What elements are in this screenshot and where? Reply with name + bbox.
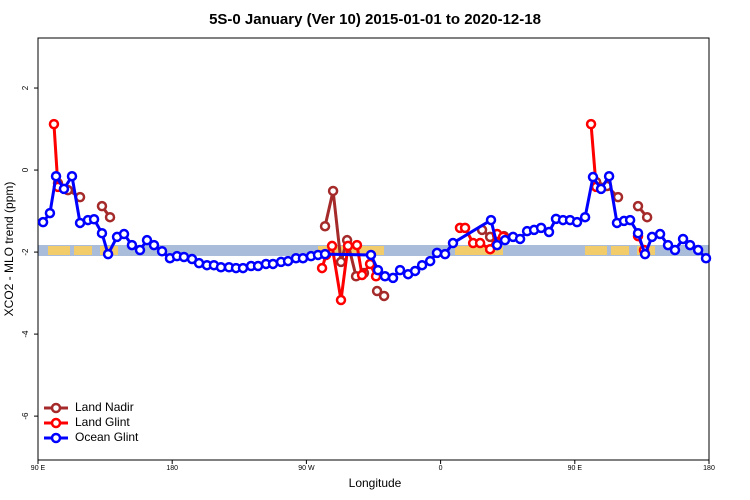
point [639, 248, 651, 260]
legend-marker [50, 432, 62, 444]
x-tick-label: 90 E [568, 465, 583, 472]
point [684, 239, 696, 251]
legend-label: Land Glint [75, 415, 130, 429]
plot-frame [37, 37, 710, 461]
point [612, 191, 624, 203]
point [692, 244, 704, 256]
point [372, 264, 384, 276]
point [677, 233, 689, 245]
point [156, 246, 168, 257]
point [118, 228, 130, 240]
point [365, 249, 377, 261]
x-tick-label: 90 W [298, 465, 315, 472]
point [335, 256, 347, 268]
point [571, 216, 583, 228]
x-tick-label: 90 E [31, 465, 46, 472]
point [387, 272, 399, 284]
point [491, 239, 503, 251]
point [356, 269, 368, 281]
point [48, 118, 60, 130]
point [50, 170, 62, 182]
point [351, 239, 363, 251]
legend-label: Land Nadir [75, 400, 134, 414]
x-axis-label: Longitude [349, 476, 402, 490]
point [535, 222, 547, 234]
x-tick-label: 180 [166, 465, 178, 472]
series-line [41, 172, 708, 280]
point [474, 237, 486, 249]
point [394, 264, 406, 276]
point [66, 170, 78, 182]
point [579, 211, 591, 223]
point [126, 239, 138, 251]
y-tick-label: -4 [21, 330, 30, 338]
point [669, 244, 681, 256]
point [654, 228, 666, 240]
point [646, 231, 658, 243]
point [641, 211, 653, 223]
point [543, 226, 555, 238]
point [237, 262, 249, 274]
point [37, 216, 49, 228]
point [316, 262, 328, 274]
point [514, 233, 526, 245]
point [178, 251, 190, 263]
legend-marker [50, 402, 62, 414]
point [499, 234, 511, 246]
point [409, 265, 421, 277]
point [447, 237, 459, 249]
point [96, 227, 108, 239]
point [624, 214, 636, 226]
point [104, 211, 116, 223]
y-tick-label: 2 [21, 85, 30, 90]
point [58, 183, 70, 195]
point [379, 271, 391, 282]
point [267, 258, 279, 270]
point [134, 244, 146, 256]
y-axis-label: XCO2 - MLO trend (ppm) [2, 182, 16, 317]
point [148, 239, 160, 251]
y-tick-label: -2 [21, 248, 30, 256]
point [439, 248, 451, 260]
point [416, 259, 428, 271]
point [327, 185, 339, 197]
point [700, 252, 712, 264]
point [326, 240, 338, 252]
point [378, 290, 390, 302]
point [342, 240, 354, 252]
point [371, 285, 383, 297]
point [632, 227, 644, 239]
y-tick-label: 0 [21, 167, 30, 172]
legend-label: Ocean Glint [75, 430, 139, 444]
point [141, 234, 153, 246]
point [587, 171, 599, 183]
point [319, 248, 331, 260]
point [88, 214, 100, 225]
point [215, 261, 227, 273]
point [102, 248, 114, 260]
point [424, 255, 436, 267]
point [431, 247, 443, 259]
point [335, 294, 347, 306]
point [485, 214, 497, 226]
point [603, 170, 615, 182]
point [459, 222, 471, 234]
point [595, 183, 607, 195]
point [96, 200, 108, 212]
series-line [52, 124, 646, 301]
point [632, 200, 644, 212]
point [585, 118, 597, 130]
point [297, 252, 309, 264]
point [44, 207, 56, 219]
point [319, 220, 331, 232]
x-tick-label: 0 [439, 465, 443, 472]
y-tick-label: -6 [21, 412, 30, 420]
point [662, 239, 674, 251]
x-tick-label: 180 [703, 465, 715, 472]
chart-title: 5S-0 January (Ver 10) 2015-01-01 to 2020… [209, 11, 541, 28]
legend-marker [50, 417, 62, 429]
